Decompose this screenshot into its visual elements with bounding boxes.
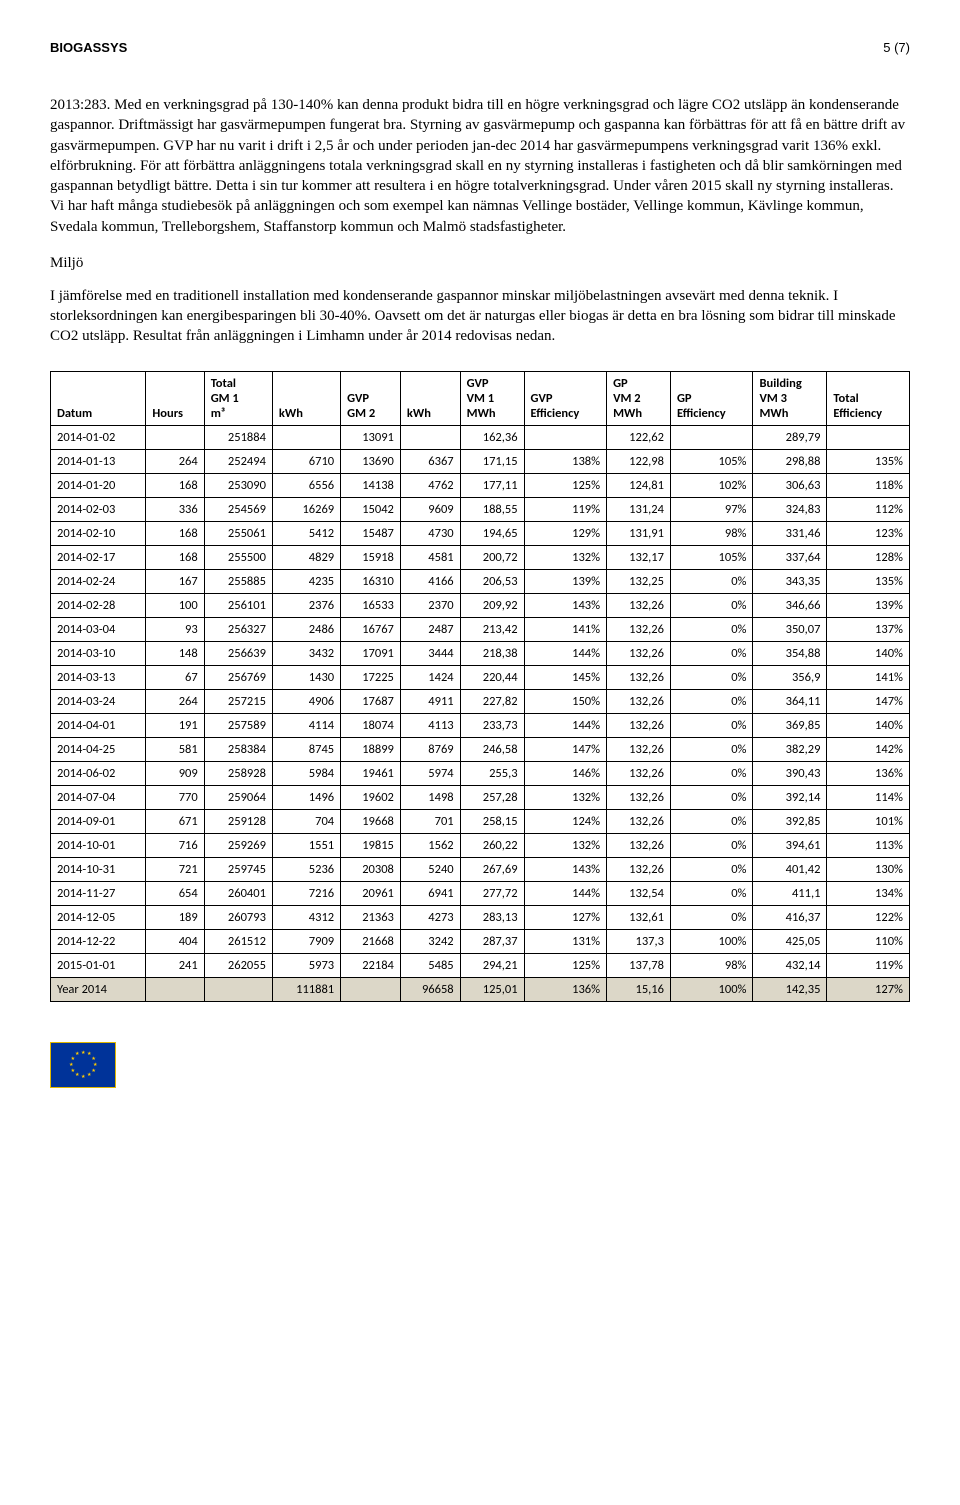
table-row: 2014-04-255812583848745188998769246,5814… [51, 737, 910, 761]
table-row: 2014-11-276542604017216209616941277,7214… [51, 881, 910, 905]
paragraph-1: 2013:283. Med en verkningsgrad på 130-14… [50, 95, 910, 237]
column-header: kWh [400, 371, 460, 425]
column-header: GPVM 2MWh [607, 371, 671, 425]
table-row: 2014-03-242642572154906176874911227,8215… [51, 689, 910, 713]
page-number: 5 (7) [883, 40, 910, 55]
table-row: 2014-01-201682530906556141384762177,1112… [51, 473, 910, 497]
table-row: 2014-04-011912575894114180744113233,7314… [51, 713, 910, 737]
table-row: 2014-01-0225188413091162,36122,62289,79 [51, 425, 910, 449]
column-header: GVPEfficiency [524, 371, 607, 425]
table-row: 2014-12-224042615127909216683242287,3713… [51, 929, 910, 953]
column-header: TotalEfficiency [827, 371, 910, 425]
column-header: Hours [146, 371, 204, 425]
column-header: kWh [272, 371, 340, 425]
table-row: 2014-02-281002561012376165332370209,9214… [51, 593, 910, 617]
column-header: GVPGM 2 [341, 371, 401, 425]
section-heading: Miljö [50, 255, 910, 272]
column-header: BuildingVM 3MWh [753, 371, 827, 425]
table-row: 2014-03-13672567691430172251424220,44145… [51, 665, 910, 689]
table-row: 2014-02-171682555004829159184581200,7213… [51, 545, 910, 569]
table-row: 2014-10-317212597455236203085240267,6914… [51, 857, 910, 881]
table-row: 2014-03-101482566393432170913444218,3814… [51, 641, 910, 665]
doc-title: BIOGASSYS [50, 40, 127, 55]
table-row: 2014-02-241672558854235163104166206,5313… [51, 569, 910, 593]
paragraph-2: I jämförelse med en traditionell install… [50, 286, 910, 347]
table-row: 2014-01-132642524946710136906367171,1513… [51, 449, 910, 473]
column-header: TotalGM 1m³ [204, 371, 272, 425]
table-row: 2014-09-0167125912870419668701258,15124%… [51, 809, 910, 833]
table-row: 2014-02-0333625456916269150429609188,551… [51, 497, 910, 521]
column-header: Datum [51, 371, 146, 425]
table-row: 2014-10-017162592691551198151562260,2213… [51, 833, 910, 857]
summary-row: Year 201411188196658125,01136%15,16100%1… [51, 977, 910, 1001]
column-header: GPEfficiency [670, 371, 753, 425]
table-row: 2014-02-101682550615412154874730194,6512… [51, 521, 910, 545]
table-row: 2014-12-051892607934312213634273283,1312… [51, 905, 910, 929]
table-row: 2015-01-012412620555973221845485294,2112… [51, 953, 910, 977]
data-table: DatumHoursTotalGM 1m³kWhGVPGM 2kWhGVPVM … [50, 371, 910, 1002]
table-row: 2014-03-04932563272486167672487213,42141… [51, 617, 910, 641]
eu-flag-icon: ★★★★★★★★★★★★ [50, 1042, 116, 1088]
table-row: 2014-06-029092589285984194615974255,3146… [51, 761, 910, 785]
table-row: 2014-07-047702590641496196021498257,2813… [51, 785, 910, 809]
column-header: GVPVM 1MWh [460, 371, 524, 425]
